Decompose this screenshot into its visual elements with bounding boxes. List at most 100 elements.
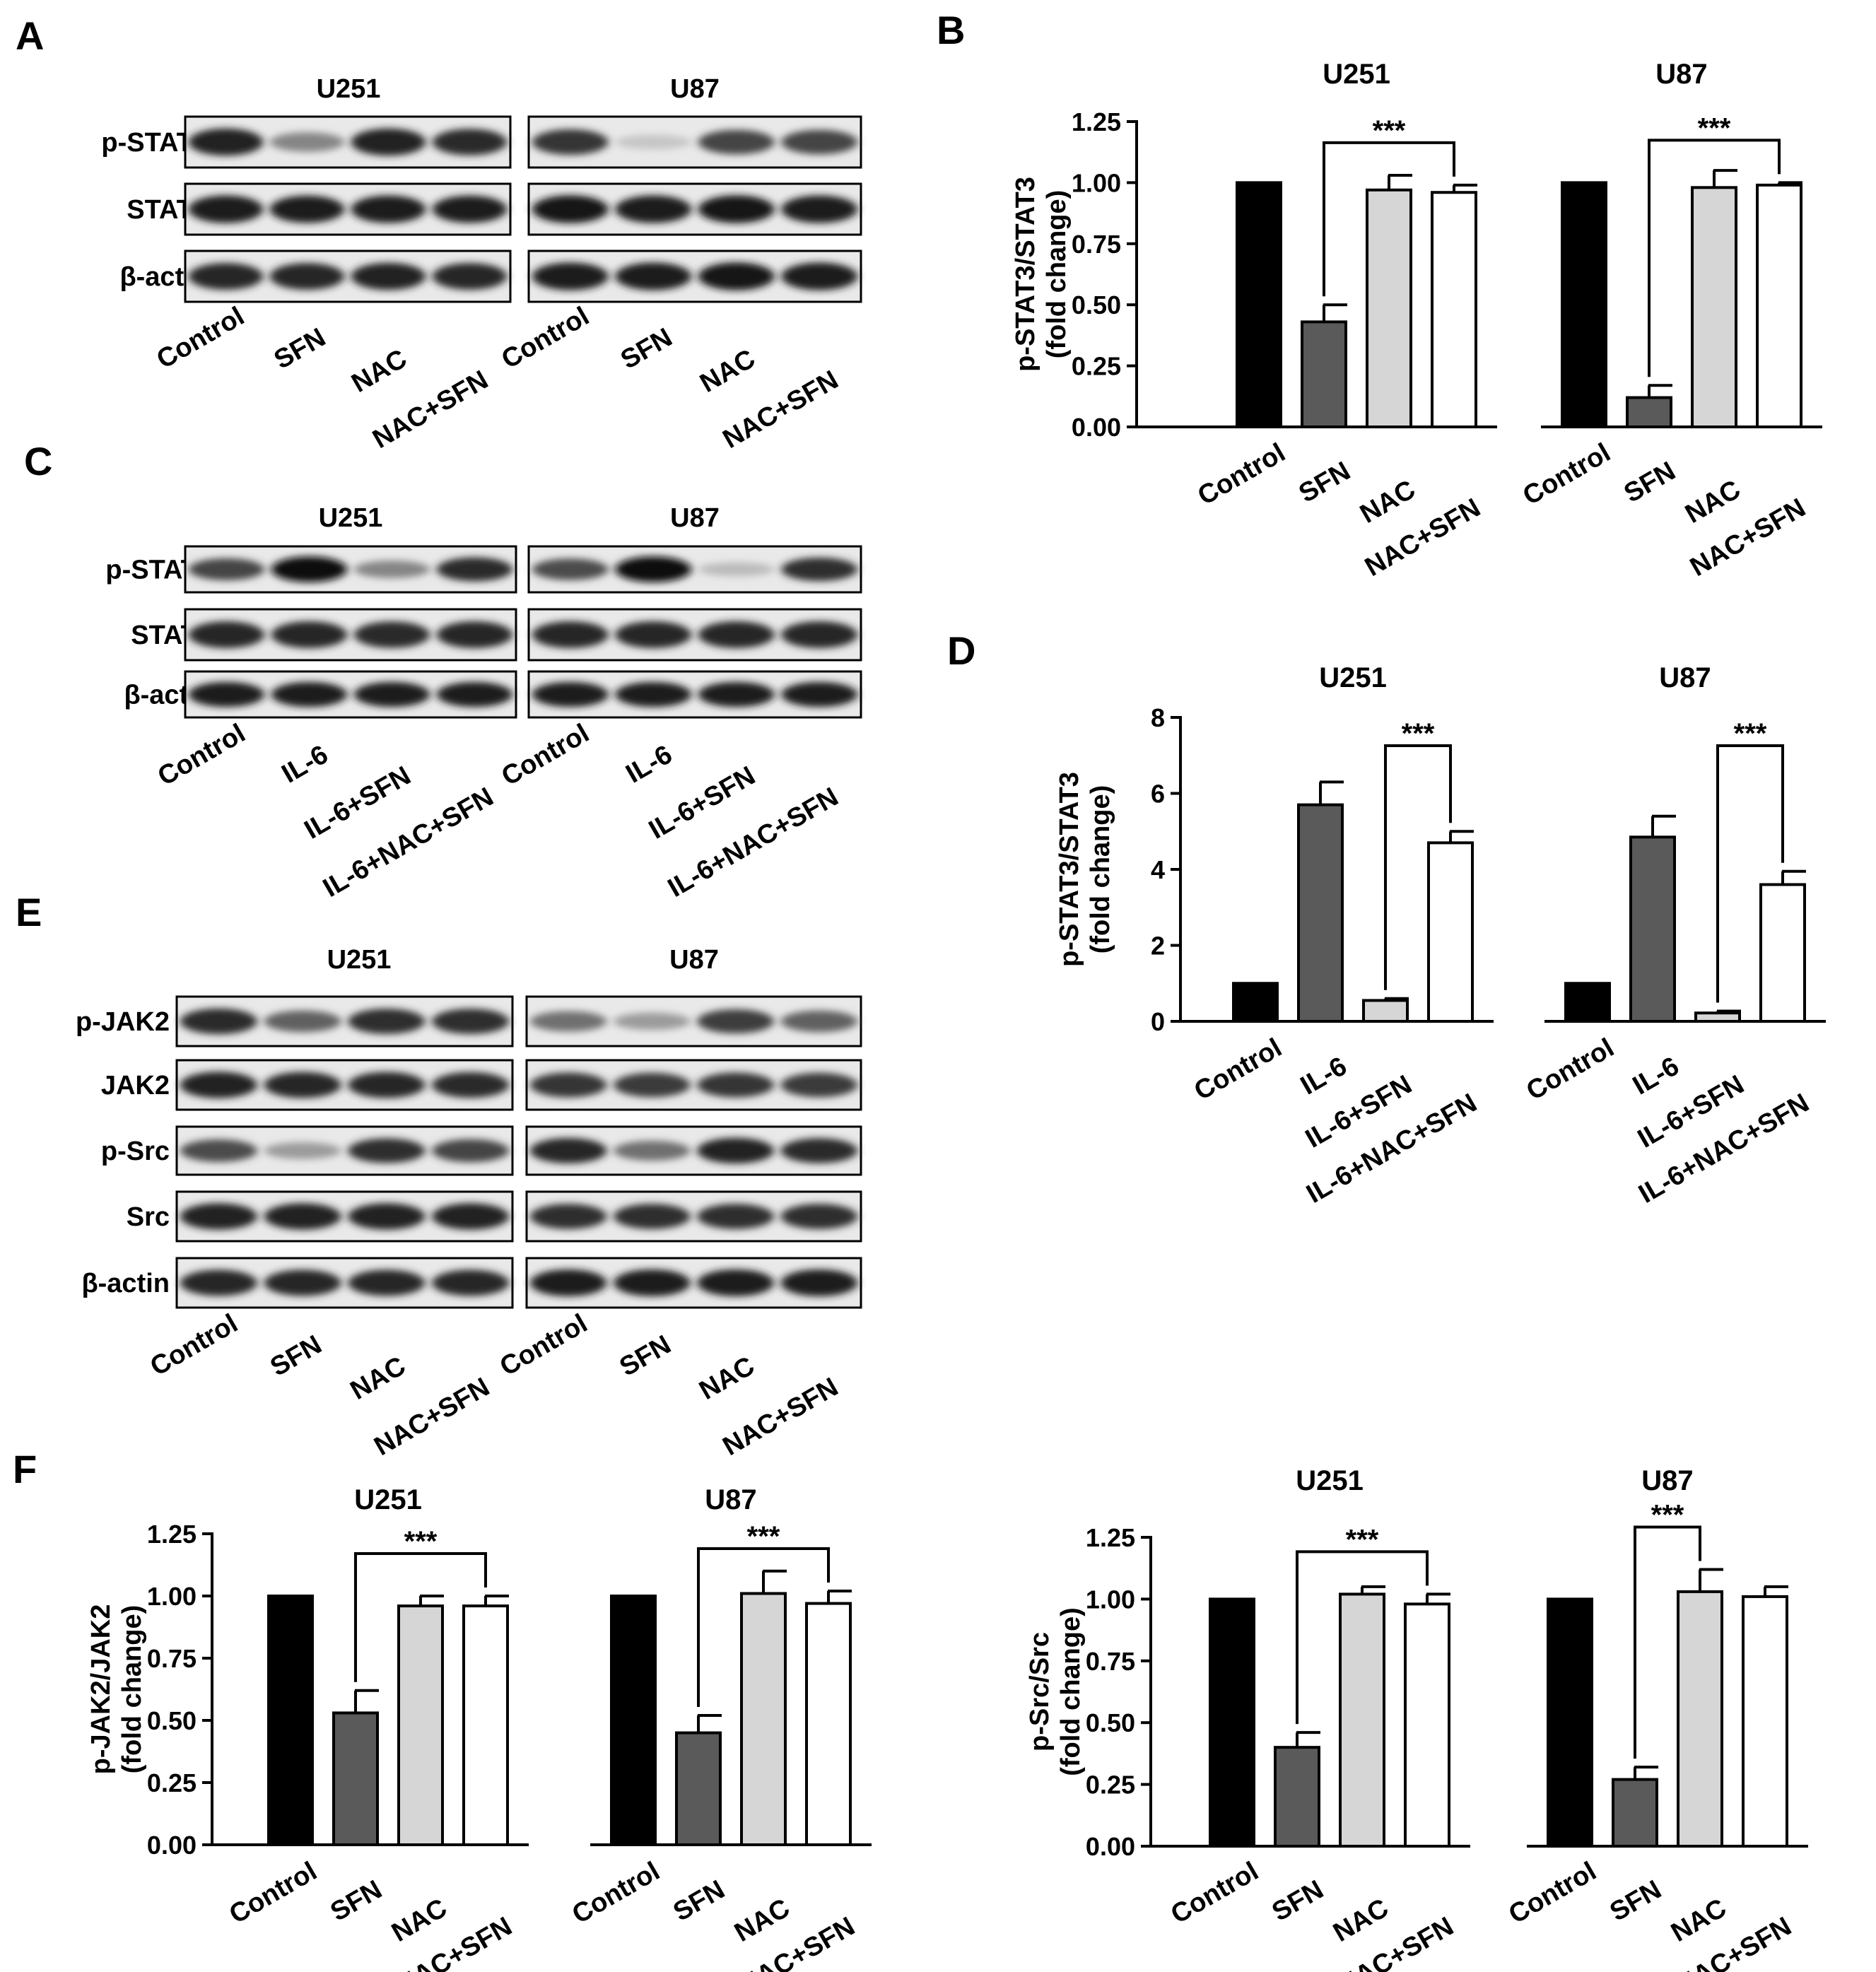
significance-bracket — [1384, 744, 1452, 990]
blot-band — [180, 1269, 257, 1296]
blot-band — [269, 195, 345, 223]
y-tick-label: 0.25 — [1086, 1771, 1135, 1800]
bar — [1612, 1778, 1658, 1848]
blot-strip — [527, 545, 862, 594]
x-tick-label: Control — [1190, 1033, 1287, 1106]
y-axis-label: p-JAK2/JAK2(fold change) — [86, 1604, 147, 1775]
blot-strip — [527, 115, 862, 169]
y-tick-label: 1.25 — [1072, 107, 1121, 136]
blot-strip — [527, 250, 862, 303]
blot-band — [264, 1203, 341, 1230]
blot-band — [269, 262, 345, 290]
bar — [1339, 1592, 1385, 1848]
y-tick-label: 1.25 — [1086, 1523, 1135, 1552]
blot-band — [532, 681, 609, 708]
y-tick-label: 0.50 — [1086, 1708, 1135, 1737]
blot-row-label: Src — [127, 1202, 170, 1232]
y-tick-label: 1.00 — [1086, 1585, 1135, 1614]
bar — [1691, 186, 1737, 428]
blot-band — [353, 561, 430, 578]
lane-label: Control — [152, 301, 250, 375]
blot-band — [532, 129, 609, 155]
x-tick-label: Control — [1166, 1856, 1264, 1930]
lane-label: Control — [153, 718, 250, 792]
panel-letter-d: D — [947, 628, 975, 673]
blot-band — [529, 1072, 607, 1098]
blot-strip — [527, 670, 862, 719]
blot-band — [532, 621, 609, 649]
blot-band — [432, 1203, 510, 1230]
y-tick-label: 0.50 — [147, 1706, 197, 1735]
bar — [1427, 841, 1474, 1023]
blot-band — [532, 262, 609, 290]
blot-band — [613, 1012, 691, 1031]
x-tick-label: IL-6 — [1296, 1051, 1352, 1101]
y-tick-label: 0.75 — [147, 1644, 197, 1673]
blot-band — [781, 129, 858, 155]
blot-band — [781, 195, 858, 223]
x-tick-label: NAC — [729, 1893, 795, 1948]
blot-band — [780, 1072, 858, 1098]
bar-chart-d: 0 2 4 6 8 p-STAT3/STAT3(fold change) U251 Contr… — [1055, 662, 1826, 1209]
blot-strip — [184, 545, 517, 594]
blot-strip — [175, 1059, 514, 1111]
blot-band — [180, 1139, 257, 1162]
blot-band — [613, 1140, 691, 1161]
bar — [397, 1604, 444, 1847]
lane-label: SFN — [615, 1330, 676, 1382]
y-tick-label: 0.50 — [1072, 290, 1121, 319]
blot-band — [613, 1269, 691, 1297]
y-tick-label: 0.75 — [1072, 230, 1121, 259]
bar-chart-b: 0.00 0.25 0.50 0.75 1.00 1.25 p-STAT3/STAT3(fo… — [1011, 59, 1822, 582]
blot-row-label: β-actin — [81, 1269, 170, 1298]
blot-band — [432, 1139, 510, 1163]
blot-band — [780, 1138, 858, 1163]
x-tick-label: Control — [225, 1856, 322, 1930]
x-tick-label: SFN — [326, 1874, 387, 1927]
x-tick-label: NAC — [1680, 474, 1745, 529]
blot-strip — [525, 1190, 862, 1243]
blot-row-label: p-Src — [101, 1137, 170, 1166]
blot-band — [180, 1008, 257, 1035]
blot-strip — [525, 1257, 862, 1309]
lane-label: SFN — [616, 322, 677, 375]
blot-band — [698, 562, 775, 577]
x-tick-label: NAC — [1666, 1893, 1731, 1948]
bar — [1366, 188, 1412, 428]
blot-band — [613, 1204, 691, 1229]
blot-band — [698, 262, 775, 290]
lane-label: NAC — [346, 1351, 411, 1406]
blot-strip — [175, 1190, 514, 1243]
significance-label: *** — [1651, 1499, 1684, 1530]
y-tick-label: 0 — [1151, 1007, 1165, 1036]
blot-band — [613, 1072, 691, 1098]
blot-band — [698, 621, 775, 649]
significance-label: *** — [1402, 718, 1435, 749]
blot-group-title: U251 — [319, 503, 383, 533]
blot-band — [348, 1269, 426, 1296]
lane-label: Control — [146, 1308, 243, 1382]
significance-bracket — [354, 1552, 487, 1682]
blot-band — [432, 1269, 510, 1296]
blot-band — [780, 1269, 858, 1297]
blot-band — [351, 195, 426, 223]
panel-letter-f: F — [13, 1447, 37, 1491]
bar — [1232, 982, 1279, 1023]
bar — [675, 1731, 722, 1847]
blot-band — [698, 195, 775, 223]
blot-strip — [184, 250, 512, 303]
blot-band — [697, 1269, 775, 1297]
bar — [1629, 835, 1676, 1023]
x-tick-label: Control — [1504, 1856, 1602, 1930]
blot-band — [781, 557, 858, 582]
blot-group-title: U251 — [317, 74, 381, 104]
significance-label: *** — [1373, 115, 1406, 146]
y-tick-label: 8 — [1151, 703, 1165, 732]
panel-letter-b: B — [937, 8, 965, 52]
y-tick-label: 1.00 — [147, 1582, 197, 1611]
group-title: U251 — [1296, 1465, 1364, 1496]
blot-band — [697, 1009, 775, 1034]
blot-band — [432, 195, 508, 223]
